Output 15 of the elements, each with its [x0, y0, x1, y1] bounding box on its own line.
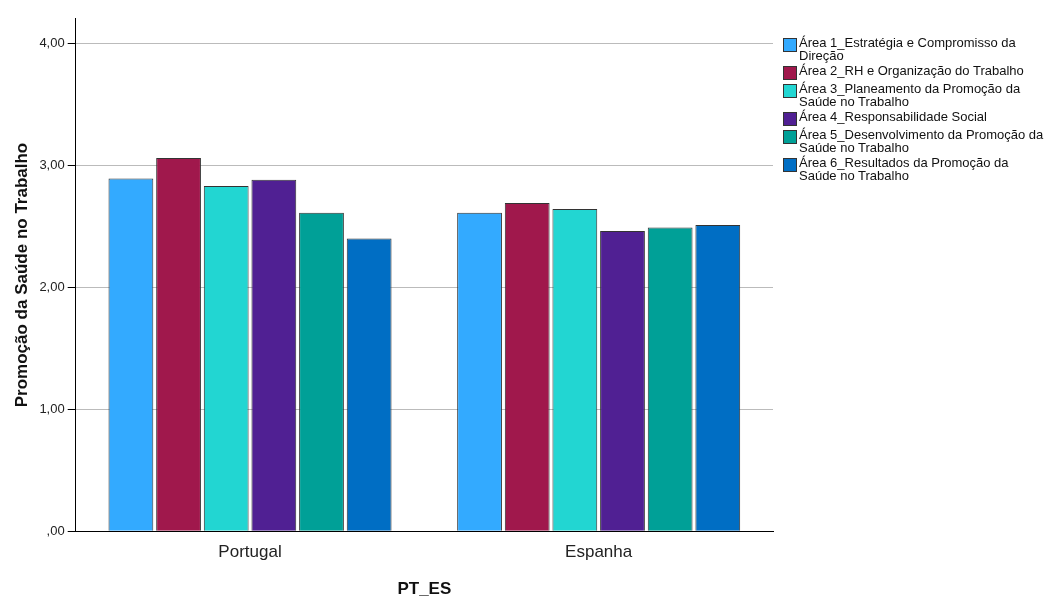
legend-label: Área 2_RH e Organização do Trabalho	[799, 63, 1024, 78]
legend-label: Área 1_Estratégia e Compromisso da Direção	[799, 35, 1017, 63]
legend-label: Área 4_Responsabilidade Social	[799, 109, 987, 124]
legend-label: Área 3_Planeamento da Promoção da Saúde no Trabalho	[799, 81, 1022, 109]
legend-label: Área 5_Desenvolvimento da Promoção da Saúde no Trabalho	[799, 127, 1045, 155]
x-tick-label: Espanha	[565, 542, 633, 562]
y-axis-title: Promoção da Saúde no Trabalho	[11, 142, 31, 408]
y-tick-label: 1,00	[39, 400, 65, 416]
x-tick-label: Portugal	[218, 542, 282, 562]
y-tick-label: ,00	[46, 522, 65, 538]
y-tick-label: 4,00	[39, 34, 65, 50]
x-axis-title: PT_ES	[397, 579, 452, 599]
y-tick-label: 2,00	[39, 278, 65, 294]
y-tick-label: 3,00	[39, 156, 65, 172]
legend-label: Área 6_Resultados da Promoção da Saúde no Trabalho	[799, 155, 1010, 183]
